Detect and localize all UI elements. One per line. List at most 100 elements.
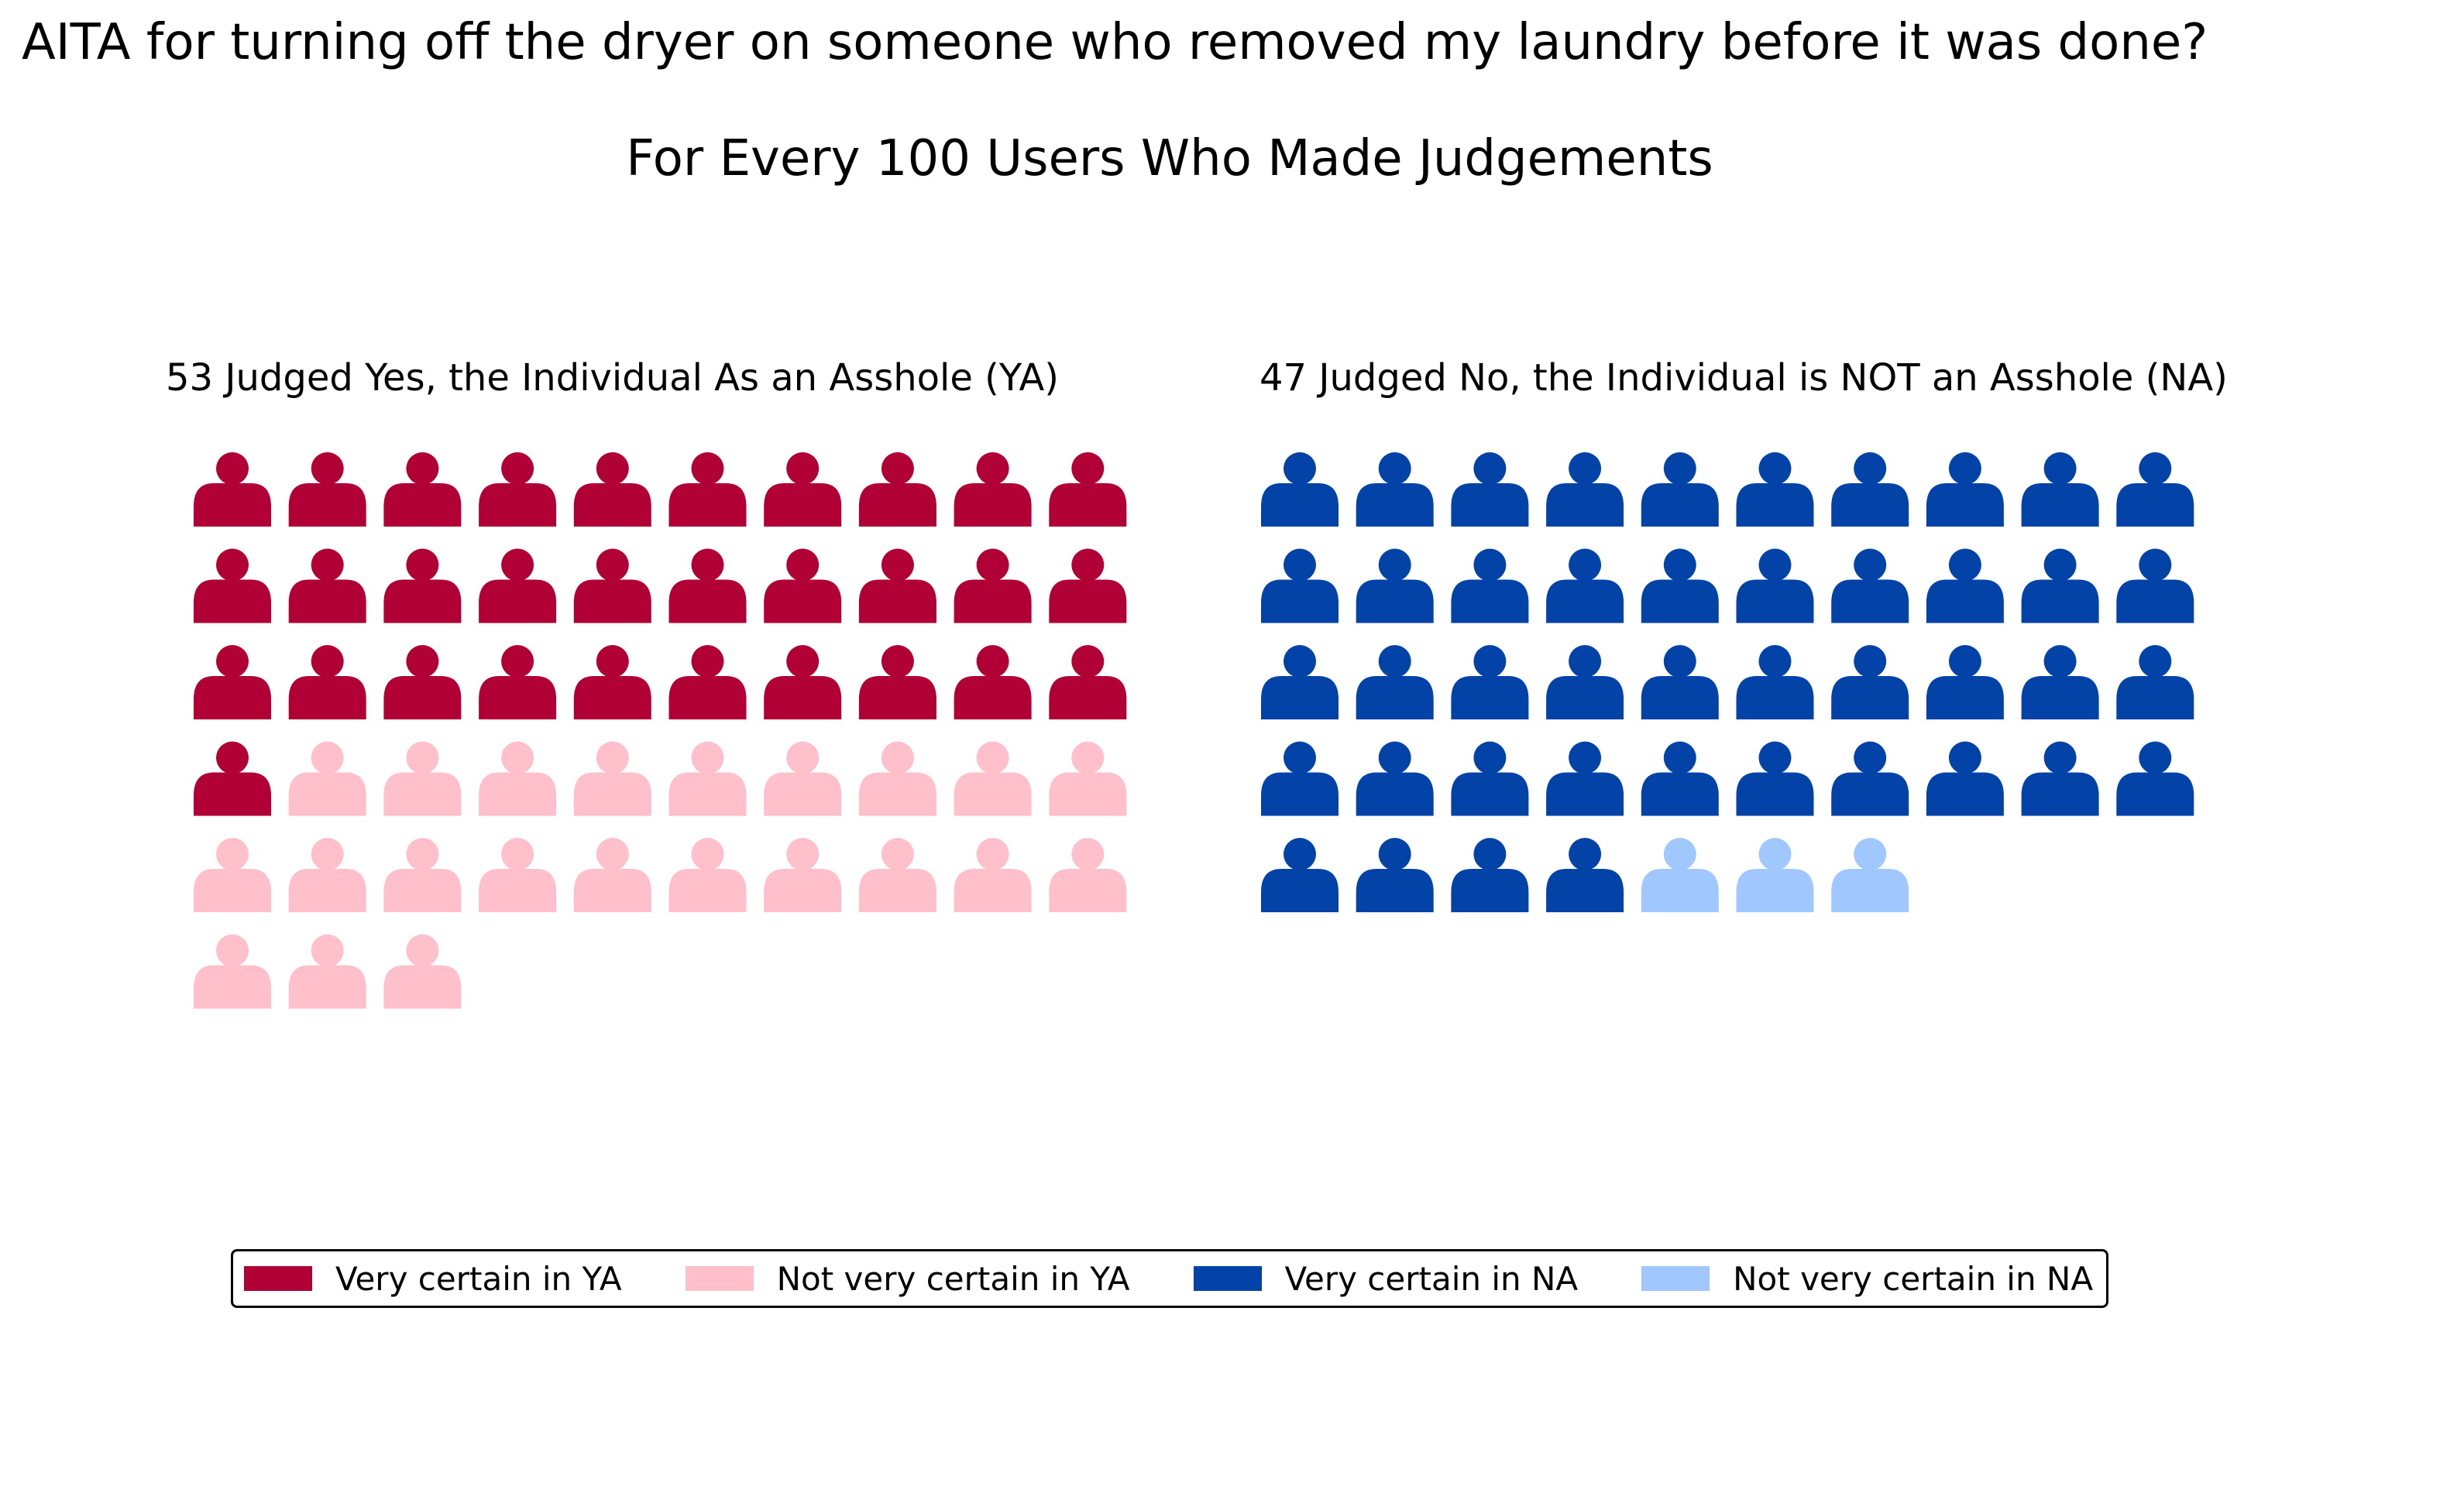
person-icon-not-very-certain-in-ya (573, 741, 651, 816)
legend-label: Not very certain in NA (1733, 1259, 2094, 1298)
person-icon-very-certain-in-na (2116, 645, 2194, 719)
person-icon-very-certain-in-na (1831, 548, 1909, 623)
legend-item-very-certain-na: Very certain in NA (1193, 1259, 1579, 1298)
person-icon-very-certain-in-na (1546, 548, 1624, 623)
person-icon-very-certain-in-na (1831, 645, 1909, 719)
person-icon-very-certain-in-ya (383, 645, 462, 719)
person-icon-not-very-certain-in-ya (194, 838, 271, 912)
legend-swatch (1641, 1266, 1710, 1291)
person-icon-very-certain-in-ya (288, 452, 366, 527)
person-icon-not-very-certain-in-ya (288, 934, 366, 1009)
person-icon-very-certain-in-na (1926, 741, 2004, 816)
person-icon-very-certain-in-ya (288, 645, 366, 719)
person-icon-very-certain-in-ya (668, 452, 747, 527)
person-icon-very-certain-in-ya (858, 548, 936, 623)
person-icon-not-very-certain-in-ya (288, 741, 366, 816)
legend-item-not-very-certain-na: Not very certain in NA (1641, 1260, 2093, 1298)
person-icon-very-certain-in-na (1736, 645, 1814, 719)
person-icon-very-certain-in-na (1451, 741, 1529, 816)
person-icon-very-certain-in-ya (764, 548, 842, 623)
person-icon-very-certain-in-ya (858, 645, 936, 719)
person-icon-very-certain-in-ya (1049, 645, 1127, 719)
person-icon-not-very-certain-in-ya (954, 838, 1032, 912)
person-icon-very-certain-in-na (1641, 452, 1719, 527)
person-icon-not-very-certain-in-ya (668, 741, 747, 816)
person-icon-not-very-certain-in-na (1736, 838, 1814, 912)
person-icon-very-certain-in-na (1641, 548, 1719, 623)
legend-swatch (1193, 1266, 1262, 1291)
legend-label: Not very certain in YA (776, 1259, 1130, 1298)
person-icon-not-very-certain-in-ya (668, 838, 747, 912)
person-icon-very-certain-in-na (2116, 452, 2194, 527)
person-icon-very-certain-in-na (1926, 645, 2004, 719)
person-icon-very-certain-in-na (1261, 645, 1339, 719)
person-icon-very-certain-in-ya (764, 645, 842, 719)
person-icon-very-certain-in-ya (668, 548, 747, 623)
person-icon-very-certain-in-ya (764, 452, 842, 527)
person-icon-not-very-certain-in-ya (383, 934, 462, 1009)
person-icon-very-certain-in-na (2116, 741, 2194, 816)
person-icon-not-very-certain-in-ya (858, 838, 936, 912)
person-icon-very-certain-in-na (2021, 548, 2099, 623)
chart-legend: Very certain in YA Not very certain in Y… (231, 1249, 2108, 1308)
legend-swatch (685, 1266, 754, 1291)
person-icon-very-certain-in-na (1546, 645, 1624, 719)
person-icon-very-certain-in-na (1926, 548, 2004, 623)
person-icon-very-certain-in-ya (954, 645, 1032, 719)
person-icon-very-certain-in-na (2021, 741, 2099, 816)
person-icon-very-certain-in-na (1641, 645, 1719, 719)
person-icon-very-certain-in-na (1926, 452, 2004, 527)
person-icon-very-certain-in-na (2021, 645, 2099, 719)
person-icon-very-certain-in-na (1831, 452, 1909, 527)
person-icon-very-certain-in-na (1261, 452, 1339, 527)
person-icon-very-certain-in-na (1356, 645, 1434, 719)
legend-item-very-certain-ya: Very certain in YA (244, 1260, 622, 1298)
person-icon-very-certain-in-ya (194, 548, 271, 623)
person-icon-not-very-certain-in-ya (383, 838, 462, 912)
person-icon-very-certain-in-na (1736, 548, 1814, 623)
person-icon-very-certain-in-na (1546, 452, 1624, 527)
person-icon-very-certain-in-na (2116, 548, 2194, 623)
person-icon-very-certain-in-ya (954, 548, 1032, 623)
person-icon-very-certain-in-ya (668, 645, 747, 719)
person-icon-very-certain-in-ya (479, 645, 557, 719)
person-icon-very-certain-in-na (1546, 741, 1624, 816)
person-icon-very-certain-in-na (1736, 741, 1814, 816)
person-icon-very-certain-in-na (1546, 838, 1624, 912)
person-icon-not-very-certain-in-na (1641, 838, 1719, 912)
person-icon-very-certain-in-na (1451, 452, 1529, 527)
person-icon-very-certain-in-na (2021, 452, 2099, 527)
person-icon-very-certain-in-na (1451, 838, 1529, 912)
person-icon-not-very-certain-in-ya (858, 741, 936, 816)
na-panel-title: 47 Judged No, the Individual is NOT an A… (1259, 356, 2228, 400)
person-icon-very-certain-in-ya (1049, 548, 1127, 623)
legend-label: Very certain in YA (335, 1259, 622, 1298)
legend-label: Very certain in NA (1284, 1259, 1579, 1298)
person-icon-very-certain-in-na (1261, 548, 1339, 623)
person-icon-not-very-certain-in-ya (288, 838, 366, 912)
person-icon-not-very-certain-in-ya (1049, 838, 1127, 912)
person-icon-very-certain-in-ya (858, 452, 936, 527)
person-icon-very-certain-in-na (1641, 741, 1719, 816)
person-icon-not-very-certain-in-ya (479, 741, 557, 816)
person-icon-very-certain-in-ya (383, 452, 462, 527)
person-icon-very-certain-in-ya (194, 741, 271, 816)
person-icon-very-certain-in-ya (479, 548, 557, 623)
person-icon-very-certain-in-na (1736, 452, 1814, 527)
person-icon-very-certain-in-na (1261, 741, 1339, 816)
person-icon-very-certain-in-ya (1049, 452, 1127, 527)
person-icon-not-very-certain-in-na (1831, 838, 1909, 912)
person-icon-very-certain-in-ya (288, 548, 366, 623)
person-icon-very-certain-in-na (1356, 838, 1434, 912)
person-icon-not-very-certain-in-ya (764, 838, 842, 912)
person-icon-very-certain-in-ya (573, 452, 651, 527)
person-icon-very-certain-in-na (1831, 741, 1909, 816)
person-icon-very-certain-in-na (1356, 741, 1434, 816)
person-icon-very-certain-in-ya (479, 452, 557, 527)
chart-title: AITA for turning off the dryer on someon… (22, 14, 2208, 71)
person-icon-very-certain-in-ya (194, 645, 271, 719)
person-icon-not-very-certain-in-ya (383, 741, 462, 816)
person-icon-not-very-certain-in-ya (1049, 741, 1127, 816)
person-icon-very-certain-in-na (1356, 452, 1434, 527)
